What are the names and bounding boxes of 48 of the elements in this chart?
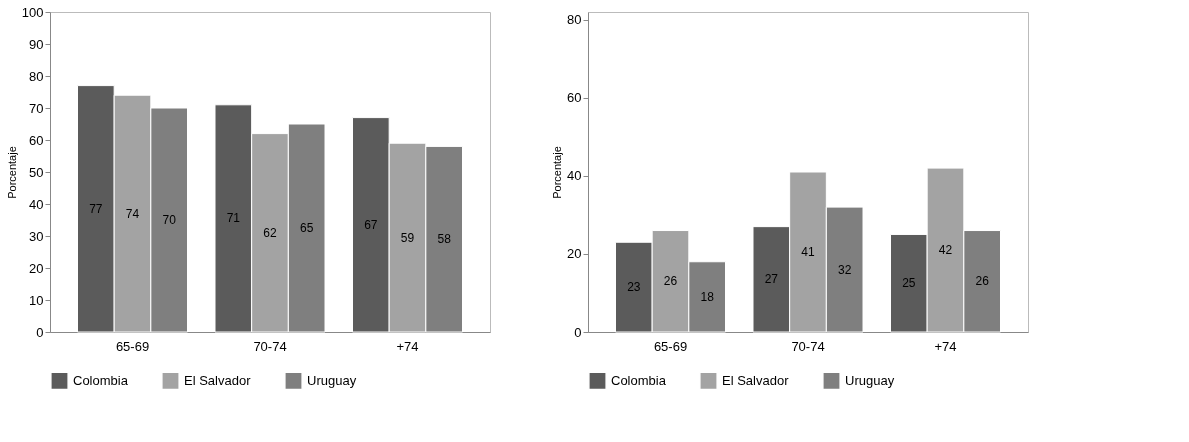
y-tick-label: 20 xyxy=(29,260,44,276)
y-tick-label: 80 xyxy=(567,12,582,28)
y-tick-label: 70 xyxy=(29,100,44,116)
y-tick-label: 60 xyxy=(29,132,44,148)
data-label: 41 xyxy=(801,245,815,259)
y-tick-label: 0 xyxy=(574,324,582,340)
x-tick-label: 65-69 xyxy=(653,338,688,354)
data-label: 74 xyxy=(125,206,140,221)
y-axis-title: Porcentaje xyxy=(5,146,18,199)
y-tick-label: 20 xyxy=(567,246,582,262)
y-tick-label: 10 xyxy=(29,292,44,308)
data-label: 58 xyxy=(437,232,452,247)
y-tick-label: 0 xyxy=(36,324,44,340)
y-tick-label: 100 xyxy=(21,4,44,20)
y-tick-label: 80 xyxy=(29,68,44,84)
y-tick-label: 90 xyxy=(29,36,44,52)
y-axis-title: Porcentaje xyxy=(551,146,564,199)
y-tick-label: 40 xyxy=(29,196,44,212)
data-label: 67 xyxy=(364,217,378,232)
data-label: 62 xyxy=(263,225,277,240)
data-label: 70 xyxy=(162,213,177,227)
legend-label: Uruguay xyxy=(307,372,357,388)
data-label: 23 xyxy=(627,280,641,295)
legend-label: El Salvador xyxy=(184,372,252,388)
y-tick-label: 40 xyxy=(567,168,582,184)
y-tick-label: 50 xyxy=(29,164,44,180)
x-tick-label: +74 xyxy=(396,338,419,354)
data-label: 25 xyxy=(902,276,916,291)
y-tick-label: 60 xyxy=(567,90,582,106)
data-label: 32 xyxy=(837,262,852,277)
data-label: 65 xyxy=(299,221,314,235)
data-label: 26 xyxy=(663,274,678,289)
data-label: 42 xyxy=(938,243,953,258)
legend-label: Colombia xyxy=(73,372,129,388)
data-label: 26 xyxy=(975,274,990,289)
data-label: 59 xyxy=(400,230,415,245)
data-label: 18 xyxy=(700,289,715,304)
x-tick-label: 65-69 xyxy=(115,338,150,354)
x-tick-label: +74 xyxy=(934,338,957,354)
x-tick-label: 70-74 xyxy=(791,338,825,354)
x-tick-label: 70-74 xyxy=(253,338,287,354)
y-tick-label: 30 xyxy=(29,228,44,244)
legend-label: El Salvador xyxy=(722,372,790,388)
legend-label: Uruguay xyxy=(845,372,895,388)
legend-label: Colombia xyxy=(611,372,667,388)
data-label: 27 xyxy=(764,272,779,287)
data-label: 77 xyxy=(89,201,103,216)
data-label: 71 xyxy=(226,211,241,226)
